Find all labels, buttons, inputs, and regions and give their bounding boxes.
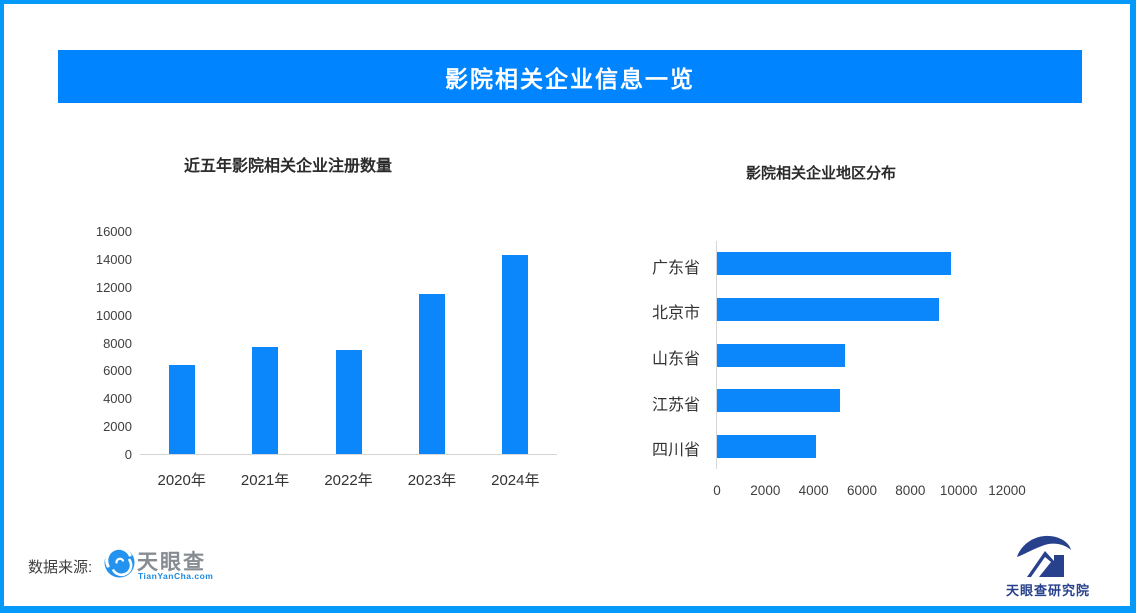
page-border-left <box>0 0 4 613</box>
bar <box>717 343 846 367</box>
bar <box>717 252 952 276</box>
bar <box>252 346 279 454</box>
page-border-top <box>0 0 1136 4</box>
tianyancha-research-logo: 天眼查研究院 <box>1000 533 1096 598</box>
regions-chart-plot: 0 2000 4000 6000 8000 10000 12000 广东省北京市山东省江苏省四… <box>652 241 1026 498</box>
tianyancha-domain: TianYanCha.com <box>138 571 214 581</box>
bar <box>502 254 529 454</box>
x-axis-tick-label: 2000 <box>750 483 781 498</box>
y-axis-tick-label: 10000 <box>95 307 132 323</box>
bar <box>168 364 195 454</box>
page-border-bottom <box>0 606 1136 613</box>
x-axis-category-label: 2022年 <box>324 472 373 489</box>
page-border-right <box>1130 0 1136 613</box>
y-axis-tick-label: 14000 <box>95 251 132 267</box>
bar <box>717 297 940 321</box>
x-axis-tick-label: 8000 <box>895 483 926 498</box>
y-axis-category-label: 江苏省 <box>651 396 700 414</box>
y-axis-category-label: 广东省 <box>651 259 700 277</box>
y-axis-tick-label: 12000 <box>95 279 132 295</box>
header-banner: 影院相关企业信息一览 <box>58 50 1082 103</box>
bar <box>418 293 445 454</box>
bar <box>717 434 817 458</box>
y-axis-tick-label: 4000 <box>103 391 132 407</box>
tianyancha-wordmark: 天眼查 <box>137 551 206 574</box>
y-axis-tick-label: 0 <box>124 447 132 462</box>
data-source-label: 数据来源: <box>28 559 93 576</box>
x-axis-category-label: 2023年 <box>407 472 457 489</box>
y-axis-category-label: 山东省 <box>651 351 700 368</box>
bar <box>717 389 841 413</box>
x-axis-tick-label: 6000 <box>846 483 878 498</box>
page-title: 影院相关企业信息一览 <box>445 65 695 92</box>
tianyancha-research-icon <box>1017 535 1071 577</box>
x-axis-category-label: 2024年 <box>491 472 540 489</box>
x-axis-tick-label: 10000 <box>939 483 978 498</box>
registrations-chart-title: 近五年影院相关企业注册数量 <box>183 158 392 175</box>
tianyancha-eye-icon <box>104 547 135 578</box>
y-axis-category-label: 北京市 <box>651 305 700 323</box>
x-axis-category-label: 2020年 <box>157 472 206 489</box>
x-axis-category-label: 2021年 <box>240 472 290 489</box>
y-axis-category-label: 四川省 <box>651 442 700 460</box>
y-axis-tick-label: 2000 <box>103 419 132 435</box>
y-axis-tick-label: 8000 <box>103 335 132 351</box>
bar <box>335 349 362 454</box>
tianyancha-research-wordmark: 天眼查研究院 <box>1005 583 1090 598</box>
x-axis-tick-label: 0 <box>713 483 721 498</box>
regions-chart-title: 影院相关企业地区分布 <box>745 165 896 182</box>
registrations-chart-plot: 0 2000 4000 6000 8000 10000 12000 14000 16000 202… <box>96 224 557 489</box>
y-axis-tick-label: 6000 <box>103 363 132 379</box>
x-axis-tick-label: 12000 <box>988 483 1026 498</box>
tianyancha-logo: 天眼查 TianYanCha.com <box>104 546 234 584</box>
x-axis-tick-label: 4000 <box>798 483 829 498</box>
y-axis-tick-label: 16000 <box>95 224 132 239</box>
